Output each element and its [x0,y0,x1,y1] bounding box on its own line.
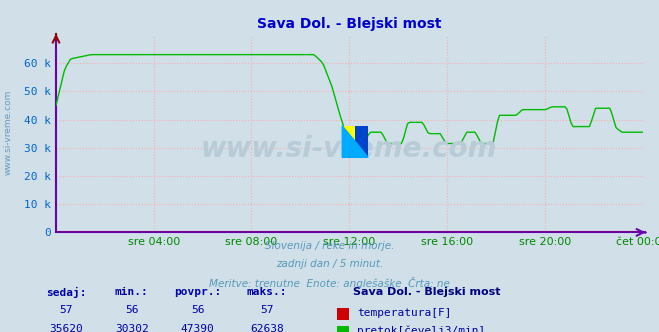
Text: 30302: 30302 [115,324,149,332]
FancyBboxPatch shape [342,126,355,157]
Text: pretok[čevelj3/min]: pretok[čevelj3/min] [357,326,486,332]
Text: Slovenija / reke in morje.: Slovenija / reke in morje. [265,241,394,251]
Text: 56: 56 [191,305,204,315]
Text: www.si-vreme.com: www.si-vreme.com [3,90,13,176]
Text: zadnji dan / 5 minut.: zadnji dan / 5 minut. [276,259,383,269]
FancyBboxPatch shape [355,126,368,157]
Text: min.:: min.: [115,287,149,297]
Text: sedaj:: sedaj: [45,287,86,298]
Text: Sava Dol. - Blejski most: Sava Dol. - Blejski most [353,287,500,297]
Text: 47390: 47390 [181,324,215,332]
Text: www.si-vreme.com: www.si-vreme.com [201,135,498,163]
Text: Meritve: trenutne  Enote: anglešaške  Črta: ne: Meritve: trenutne Enote: anglešaške Črta… [209,277,450,289]
Text: temperatura[F]: temperatura[F] [357,308,451,318]
Text: 56: 56 [125,305,138,315]
Polygon shape [342,126,368,157]
Text: 35620: 35620 [49,324,83,332]
Title: Sava Dol. - Blejski most: Sava Dol. - Blejski most [257,17,442,31]
Text: 57: 57 [260,305,273,315]
Text: povpr.:: povpr.: [174,287,221,297]
Text: 62638: 62638 [250,324,284,332]
Text: 57: 57 [59,305,72,315]
Text: maks.:: maks.: [246,287,287,297]
